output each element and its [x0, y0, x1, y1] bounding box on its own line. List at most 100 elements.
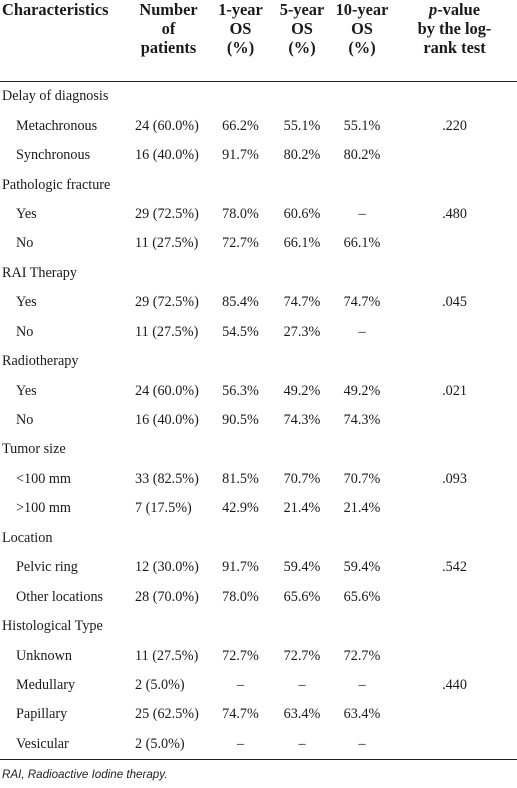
table-row: Metachronous 24 (60.0%) 66.2% 55.1% 55.1% .22… — [0, 111, 517, 140]
header-1-year-os: 1-year OS (%) — [209, 0, 272, 82]
p-value — [392, 229, 517, 258]
row-label: Vesicular — [0, 729, 128, 761]
category-row: RAI Therapy — [0, 259, 517, 288]
table-row: Papillary 25 (62.5%) 74.7% 63.4% 63.4% — [0, 700, 517, 729]
category-row: Pathologic fracture — [0, 170, 517, 199]
p-value — [392, 494, 517, 523]
patients-count: 24 (60.0%) — [135, 382, 199, 399]
os-10-year: 55.1% — [343, 117, 381, 134]
os-1-year: 78.0% — [222, 588, 259, 605]
row-label: <100 mm — [16, 470, 71, 487]
p-value: .021 — [442, 382, 467, 399]
os-5-year: 59.4% — [283, 559, 321, 576]
patients-count: 28 (70.0%) — [135, 588, 199, 605]
os-1-year: 74.7% — [222, 706, 259, 723]
os-10-year: – — [358, 205, 366, 222]
header-p-value: p-value by the log- rank test — [392, 0, 517, 82]
survival-table: Characteristics Number of patients 1-yea… — [0, 0, 517, 761]
os-5-year: 72.7% — [283, 647, 321, 664]
os-5-year: 60.6% — [283, 205, 321, 222]
os-5-year: 63.4% — [283, 706, 321, 723]
row-label: No — [16, 235, 34, 252]
os-10-year: 21.4% — [343, 500, 381, 517]
patients-count: 2 (5.0%) — [128, 729, 209, 761]
os-1-year: 66.2% — [222, 117, 259, 134]
os-1-year: 91.7% — [222, 147, 259, 164]
table-row: Unknown 11 (27.5%) 72.7% 72.7% 72.7% — [0, 641, 517, 670]
p-value — [392, 700, 517, 729]
os-5-year: – — [272, 729, 332, 761]
os-5-year: 70.7% — [283, 470, 321, 487]
os-10-year: 80.2% — [343, 147, 381, 164]
os-10-year: 74.3% — [343, 412, 381, 429]
patients-count: 33 (82.5%) — [135, 470, 199, 487]
os-1-year: 81.5% — [222, 470, 259, 487]
patients-count: 29 (72.5%) — [135, 294, 199, 311]
p-value: .045 — [442, 294, 467, 311]
os-10-year: 70.7% — [343, 470, 381, 487]
row-label: Papillary — [16, 706, 68, 723]
patients-count: 11 (27.5%) — [135, 235, 199, 252]
table-row: No 16 (40.0%) 90.5% 74.3% 74.3% — [0, 406, 517, 435]
table-row: >100 mm 7 (17.5%) 42.9% 21.4% 21.4% — [0, 494, 517, 523]
p-value — [392, 318, 517, 347]
table-row: No 11 (27.5%) 72.7% 66.1% 66.1% — [0, 229, 517, 258]
row-label: Yes — [16, 382, 37, 399]
os-10-year: – — [358, 323, 366, 340]
header-characteristics: Characteristics — [0, 0, 128, 82]
category-row: Histological Type — [0, 612, 517, 641]
patients-count: 11 (27.5%) — [135, 323, 199, 340]
patients-count: 29 (72.5%) — [135, 205, 199, 222]
category-label: Pathologic fracture — [2, 176, 111, 193]
os-1-year: 54.5% — [222, 323, 259, 340]
table-header: Characteristics Number of patients 1-yea… — [0, 0, 517, 82]
table-footnote: RAI, Radioactive Iodine therapy. — [2, 768, 168, 781]
patients-count: 16 (40.0%) — [135, 412, 199, 429]
os-1-year: – — [209, 729, 272, 761]
category-label: Radiotherapy — [2, 353, 79, 370]
os-10-year: – — [332, 729, 392, 761]
category-row: Radiotherapy — [0, 347, 517, 376]
row-label: Metachronous — [16, 117, 98, 134]
patients-count: 11 (27.5%) — [135, 647, 199, 664]
row-label: Yes — [16, 294, 37, 311]
table-row: Medullary 2 (5.0%) – – – .440 — [0, 671, 517, 700]
os-10-year: 74.7% — [343, 294, 381, 311]
p-value — [392, 729, 517, 761]
table-body: Delay of diagnosis Metachronous 24 (60.0%)… — [0, 82, 517, 761]
row-label: Pelvic ring — [16, 559, 78, 576]
os-1-year: 72.7% — [222, 235, 259, 252]
os-1-year: 91.7% — [222, 559, 259, 576]
table-row: Yes 24 (60.0%) 56.3% 49.2% 49.2% .021 — [0, 376, 517, 405]
p-value: .220 — [442, 117, 467, 134]
os-1-year: 42.9% — [222, 500, 259, 517]
patients-count: 16 (40.0%) — [135, 147, 199, 164]
os-5-year: 66.1% — [283, 235, 321, 252]
patients-count: 25 (62.5%) — [135, 706, 199, 723]
p-value: .480 — [442, 205, 467, 222]
p-value — [392, 141, 517, 170]
os-10-year: 66.1% — [343, 235, 381, 252]
table-row: Yes 29 (72.5%) 85.4% 74.7% 74.7% .045 — [0, 288, 517, 317]
header-number-of-patients: Number of patients — [128, 0, 209, 82]
category-label: Histological Type — [2, 618, 103, 635]
os-1-year: 90.5% — [222, 412, 259, 429]
patients-count: 7 (17.5%) — [135, 500, 192, 517]
os-5-year: 74.7% — [283, 294, 321, 311]
p-value — [392, 641, 517, 670]
os-5-year: 65.6% — [283, 588, 321, 605]
os-1-year: 56.3% — [222, 382, 259, 399]
os-1-year: – — [236, 676, 245, 693]
table-row: Yes 29 (72.5%) 78.0% 60.6% – .480 — [0, 200, 517, 229]
category-label: Location — [2, 529, 53, 546]
p-value: .093 — [442, 470, 467, 487]
row-label: No — [16, 323, 34, 340]
os-10-year: 49.2% — [343, 382, 381, 399]
table-row: Synchronous 16 (40.0%) 91.7% 80.2% 80.2% — [0, 141, 517, 170]
os-10-year: 63.4% — [343, 706, 381, 723]
patients-count: 24 (60.0%) — [135, 117, 199, 134]
p-value — [392, 582, 517, 611]
table-row: Other locations 28 (70.0%) 78.0% 65.6% 65.6% — [0, 582, 517, 611]
row-label: Yes — [16, 205, 37, 222]
os-5-year: 27.3% — [283, 323, 321, 340]
